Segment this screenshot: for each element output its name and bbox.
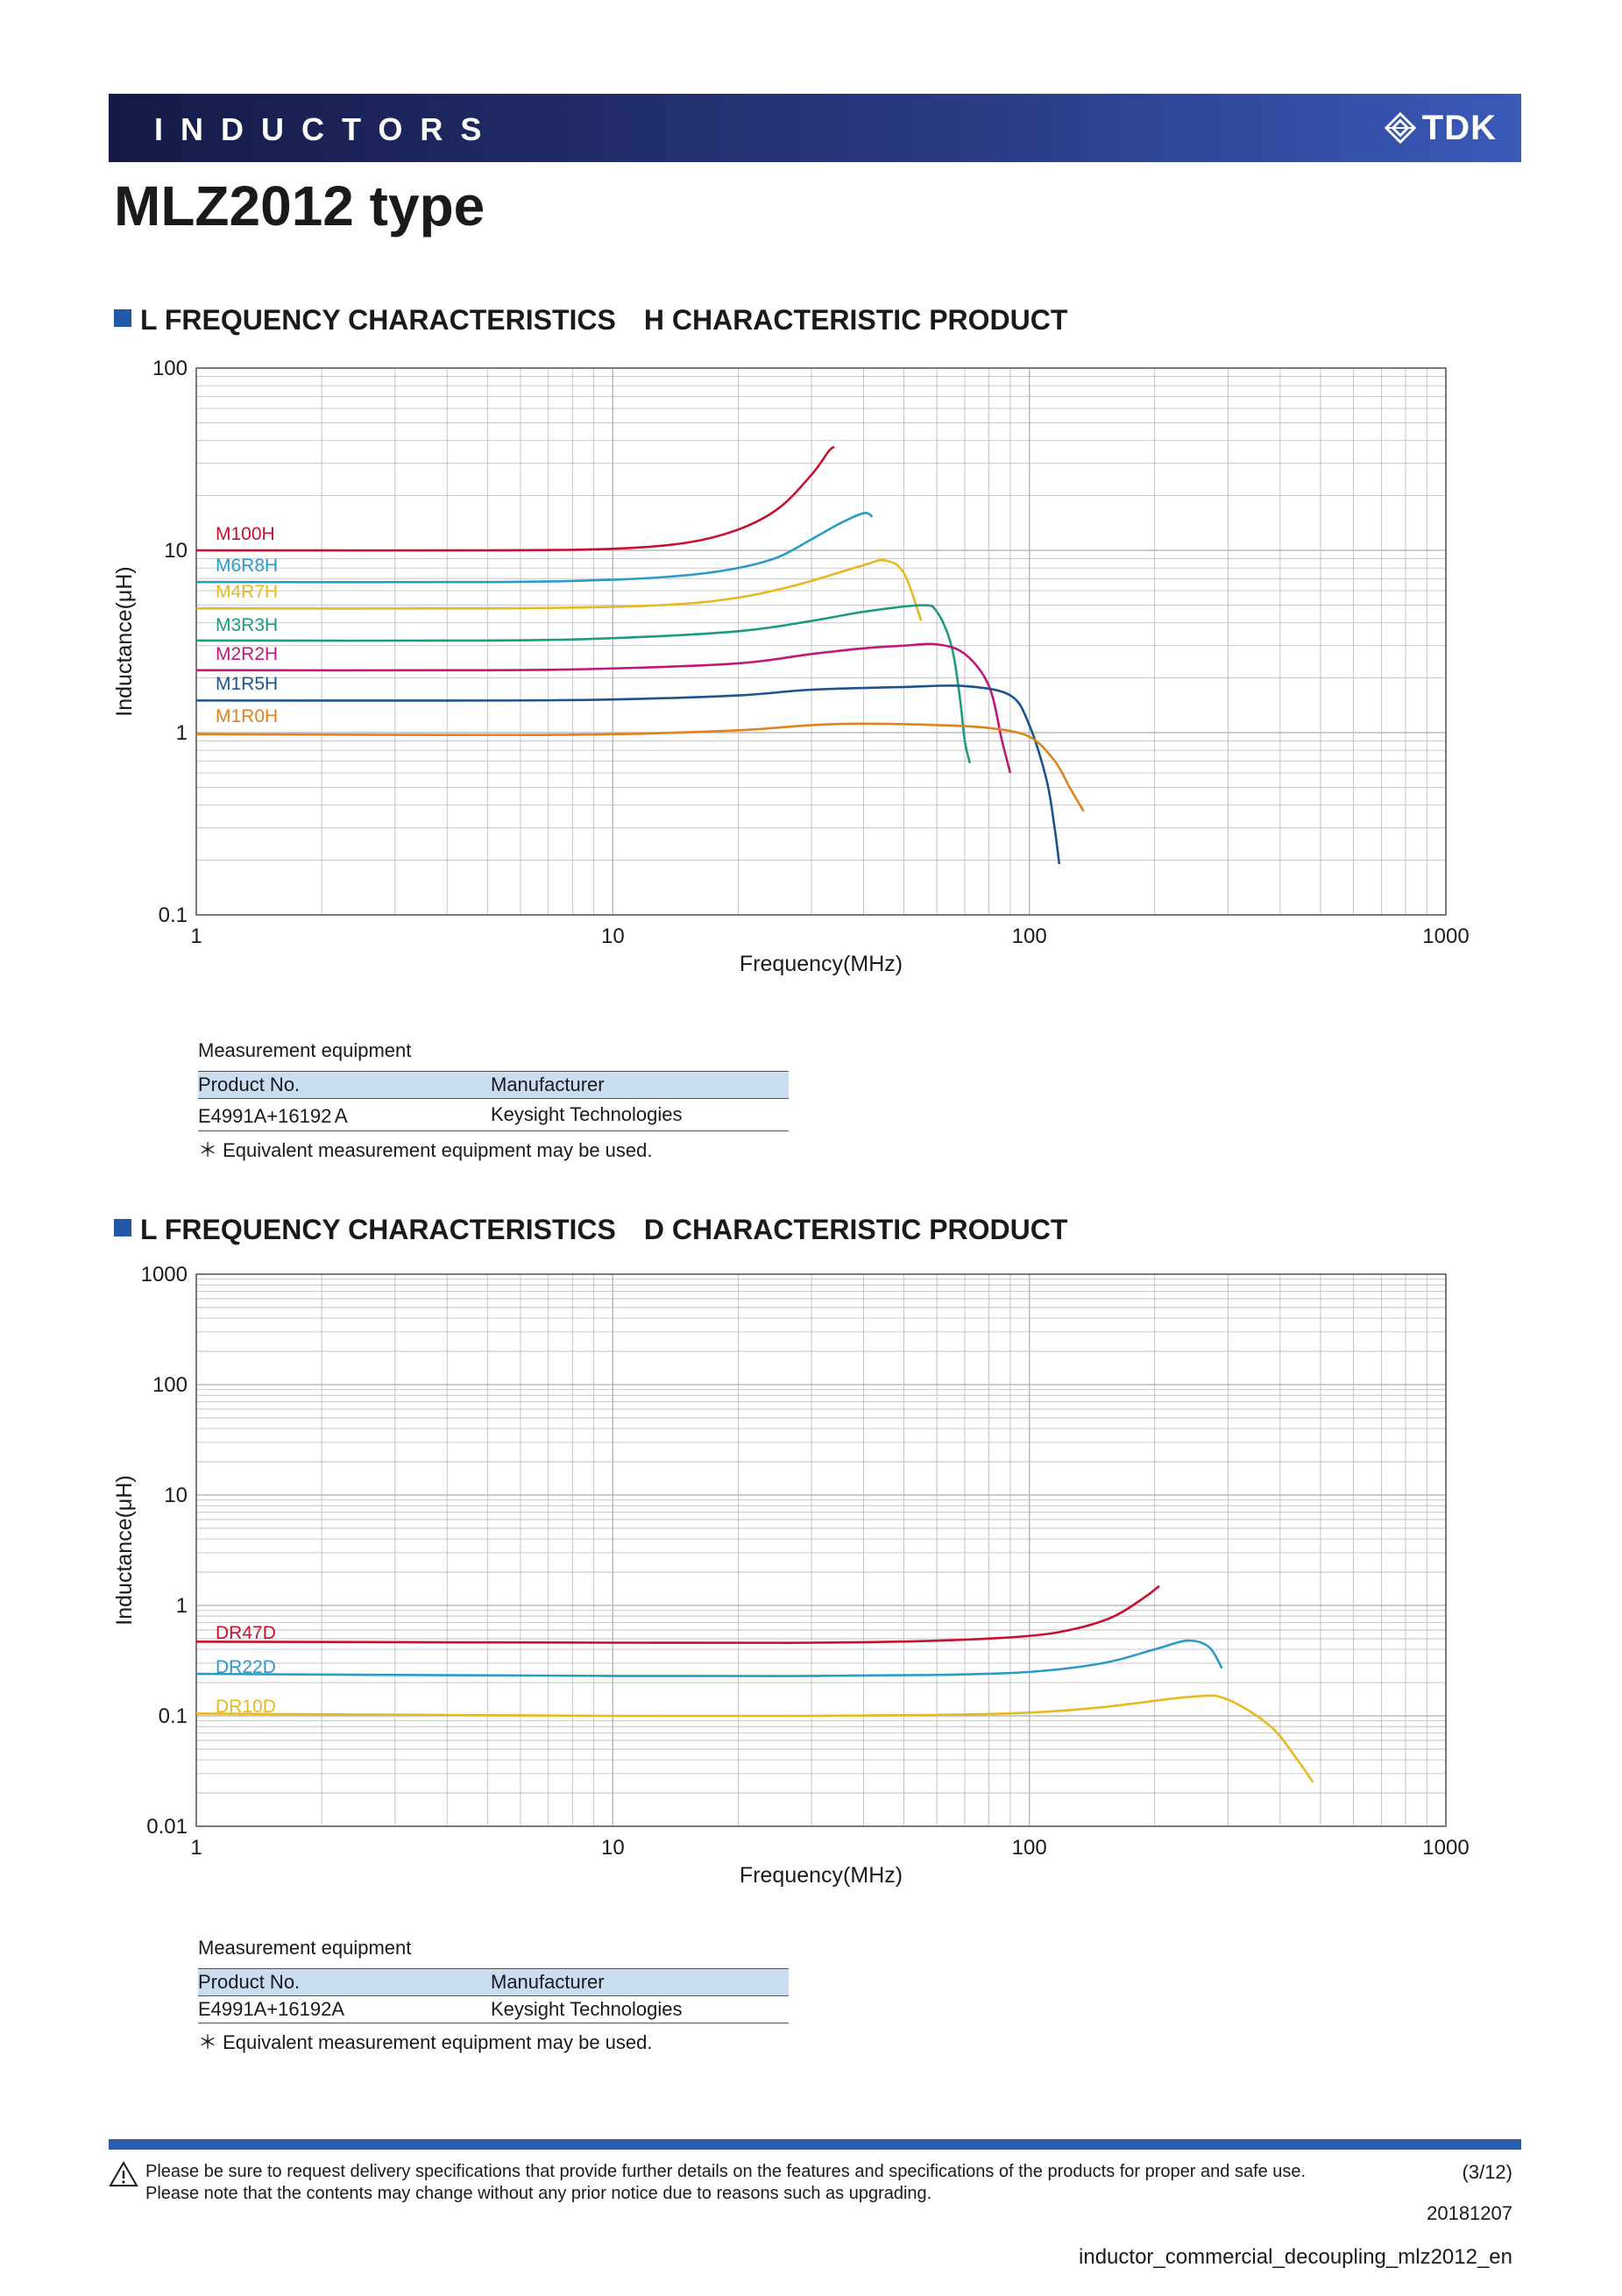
series-line-m1r0h <box>195 722 1085 812</box>
series-line-dr22d <box>195 1639 1223 1677</box>
table-header-manufacturer: Manufacturer <box>491 1071 789 1099</box>
document-id: inductor_commercial_decoupling_mlz2012_e… <box>1079 2245 1512 2269</box>
table-row: E4991A+16192Ａ Keysight Technologies <box>198 1098 789 1131</box>
x-tick-label: 10 <box>601 925 625 948</box>
footer-divider <box>109 2139 1521 2150</box>
plot-frame <box>195 1273 1447 1827</box>
y-tick-label: 0.1 <box>159 904 188 927</box>
section-bullet-icon <box>114 309 131 327</box>
page-number: (3/12) <box>1462 2161 1512 2183</box>
x-tick-label: 1000 <box>1422 1836 1469 1860</box>
measurement-label: Measurement equipment <box>198 1937 412 1959</box>
footer-notice-text: Please be sure to request delivery speci… <box>145 2161 1306 2205</box>
x-tick-label: 100 <box>1012 1836 1047 1860</box>
measurement-table: Product No. Manufacturer E4991A+16192A K… <box>198 1968 789 2023</box>
measurement-table: Product No. Manufacturer E4991A+16192Ａ K… <box>198 1071 789 1131</box>
chart-d-svg: 1 10 100 1000 0.01 0.1 1 10 100 1000 Frequency(MHz… <box>114 1263 1470 1888</box>
table-header-product: Product No. <box>198 1071 491 1099</box>
y-axis-label: Inductance(μH) <box>114 566 137 716</box>
series-label-dr22d: DR22D <box>216 1657 276 1677</box>
section-bullet-icon <box>114 1219 131 1237</box>
x-tick-label: 10 <box>601 1836 625 1860</box>
tdk-logo: TDK <box>1384 106 1497 150</box>
table-header-product: Product No. <box>198 1968 491 1996</box>
series-line-m4r7h <box>195 558 923 621</box>
header-section-label: INDUCTORS <box>154 111 499 147</box>
y-tick-label: 1 <box>176 721 188 745</box>
series-label-m1r5h: M1R5H <box>216 674 278 694</box>
series-line-dr10d <box>195 1694 1314 1783</box>
table-cell-product: E4991A+16192A <box>198 1995 491 2023</box>
series-label-m6r8h: M6R8H <box>216 556 278 576</box>
measurement-note: ＊ Equivalent measurement equipment may b… <box>198 1139 653 1161</box>
page-title: MLZ2012 type <box>114 174 485 237</box>
section-title: L FREQUENCY CHARACTERISTICS H CHARACTERI… <box>140 304 1068 336</box>
series-line-m3r3h <box>195 604 972 764</box>
series-label-m100h: M100H <box>216 524 275 544</box>
table-header-row: Product No. Manufacturer <box>198 1968 789 1996</box>
series-label-m3r3h: M3R3H <box>216 615 278 635</box>
table-cell-manufacturer: Keysight Technologies <box>491 1995 789 2023</box>
section-heading-h: L FREQUENCY CHARACTERISTICS H CHARACTERI… <box>114 298 1067 338</box>
y-tick-label: 100 <box>152 357 188 380</box>
x-tick-label: 1 <box>190 925 202 948</box>
x-tick-label: 1000 <box>1422 925 1469 948</box>
series-line-dr47d <box>195 1584 1160 1645</box>
y-tick-label: 1000 <box>141 1263 188 1286</box>
tdk-brand-text: TDK <box>1421 108 1497 147</box>
y-tick-label: 10 <box>164 539 188 563</box>
series-label-m4r7h: M4R7H <box>216 582 278 602</box>
series-line-m2r2h <box>195 642 1012 774</box>
section-heading-d: L FREQUENCY CHARACTERISTICS D CHARACTERI… <box>114 1208 1067 1248</box>
series-line-m1r5h <box>195 684 1061 865</box>
y-axis-label: Inductance(μH) <box>114 1475 137 1625</box>
revision-date: 20181207 <box>1427 2202 1512 2224</box>
table-cell-product: E4991A+16192Ａ <box>198 1098 491 1131</box>
table-row: E4991A+16192A Keysight Technologies <box>198 1995 789 2023</box>
measurement-label: Measurement equipment <box>198 1039 412 1061</box>
chart-h-characteristic: 1 10 100 1000 0.1 1 10 100 Frequency(MHz) Inducta… <box>114 351 1481 981</box>
y-tick-label: 0.01 <box>146 1815 188 1839</box>
series-line-m100h <box>195 445 835 552</box>
tdk-emblem-icon <box>1384 111 1416 145</box>
measurement-equipment-h: Measurement equipment Product No. Manufa… <box>198 1039 789 1163</box>
table-cell-manufacturer: Keysight Technologies <box>491 1098 789 1131</box>
y-tick-label: 1 <box>176 1594 188 1618</box>
warning-icon <box>109 2161 138 2186</box>
table-header-row: Product No. Manufacturer <box>198 1071 789 1099</box>
table-header-manufacturer: Manufacturer <box>491 1968 789 1996</box>
series-label-dr10d: DR10D <box>216 1697 276 1717</box>
chart-h-svg: 1 10 100 10000.1110100Frequency(MHz)Inducta… <box>114 357 1470 976</box>
series-line-m6r8h <box>195 512 874 584</box>
footer-notice: Please be sure to request delivery speci… <box>109 2161 1423 2205</box>
x-tick-label: 100 <box>1012 925 1047 948</box>
footer-notice-line: Please note that the contents may change… <box>145 2184 932 2203</box>
y-tick-label: 100 <box>152 1373 188 1397</box>
series-label-m1r0h: M1R0H <box>216 706 278 726</box>
header-banner: INDUCTORS TDK <box>109 94 1521 162</box>
footer-notice-line: Please be sure to request delivery speci… <box>145 2162 1307 2181</box>
series-label-dr47d: DR47D <box>216 1623 276 1643</box>
x-axis-label: Frequency(MHz) <box>740 1863 903 1888</box>
measurement-note: ＊ Equivalent measurement equipment may b… <box>198 2031 653 2053</box>
x-axis-label: Frequency(MHz) <box>740 952 903 976</box>
x-tick-label: 1 <box>190 1836 202 1860</box>
series-label-m2r2h: M2R2H <box>216 644 278 664</box>
measurement-equipment-d: Measurement equipment Product No. Manufa… <box>198 1937 789 2055</box>
y-tick-label: 0.1 <box>159 1704 188 1728</box>
section-title: L FREQUENCY CHARACTERISTICS D CHARACTERI… <box>140 1214 1068 1245</box>
y-tick-label: 10 <box>164 1484 188 1507</box>
chart-d-characteristic: 1 10 100 1000 0.01 0.1 1 10 100 1000 Frequency(MHz… <box>114 1257 1481 1891</box>
